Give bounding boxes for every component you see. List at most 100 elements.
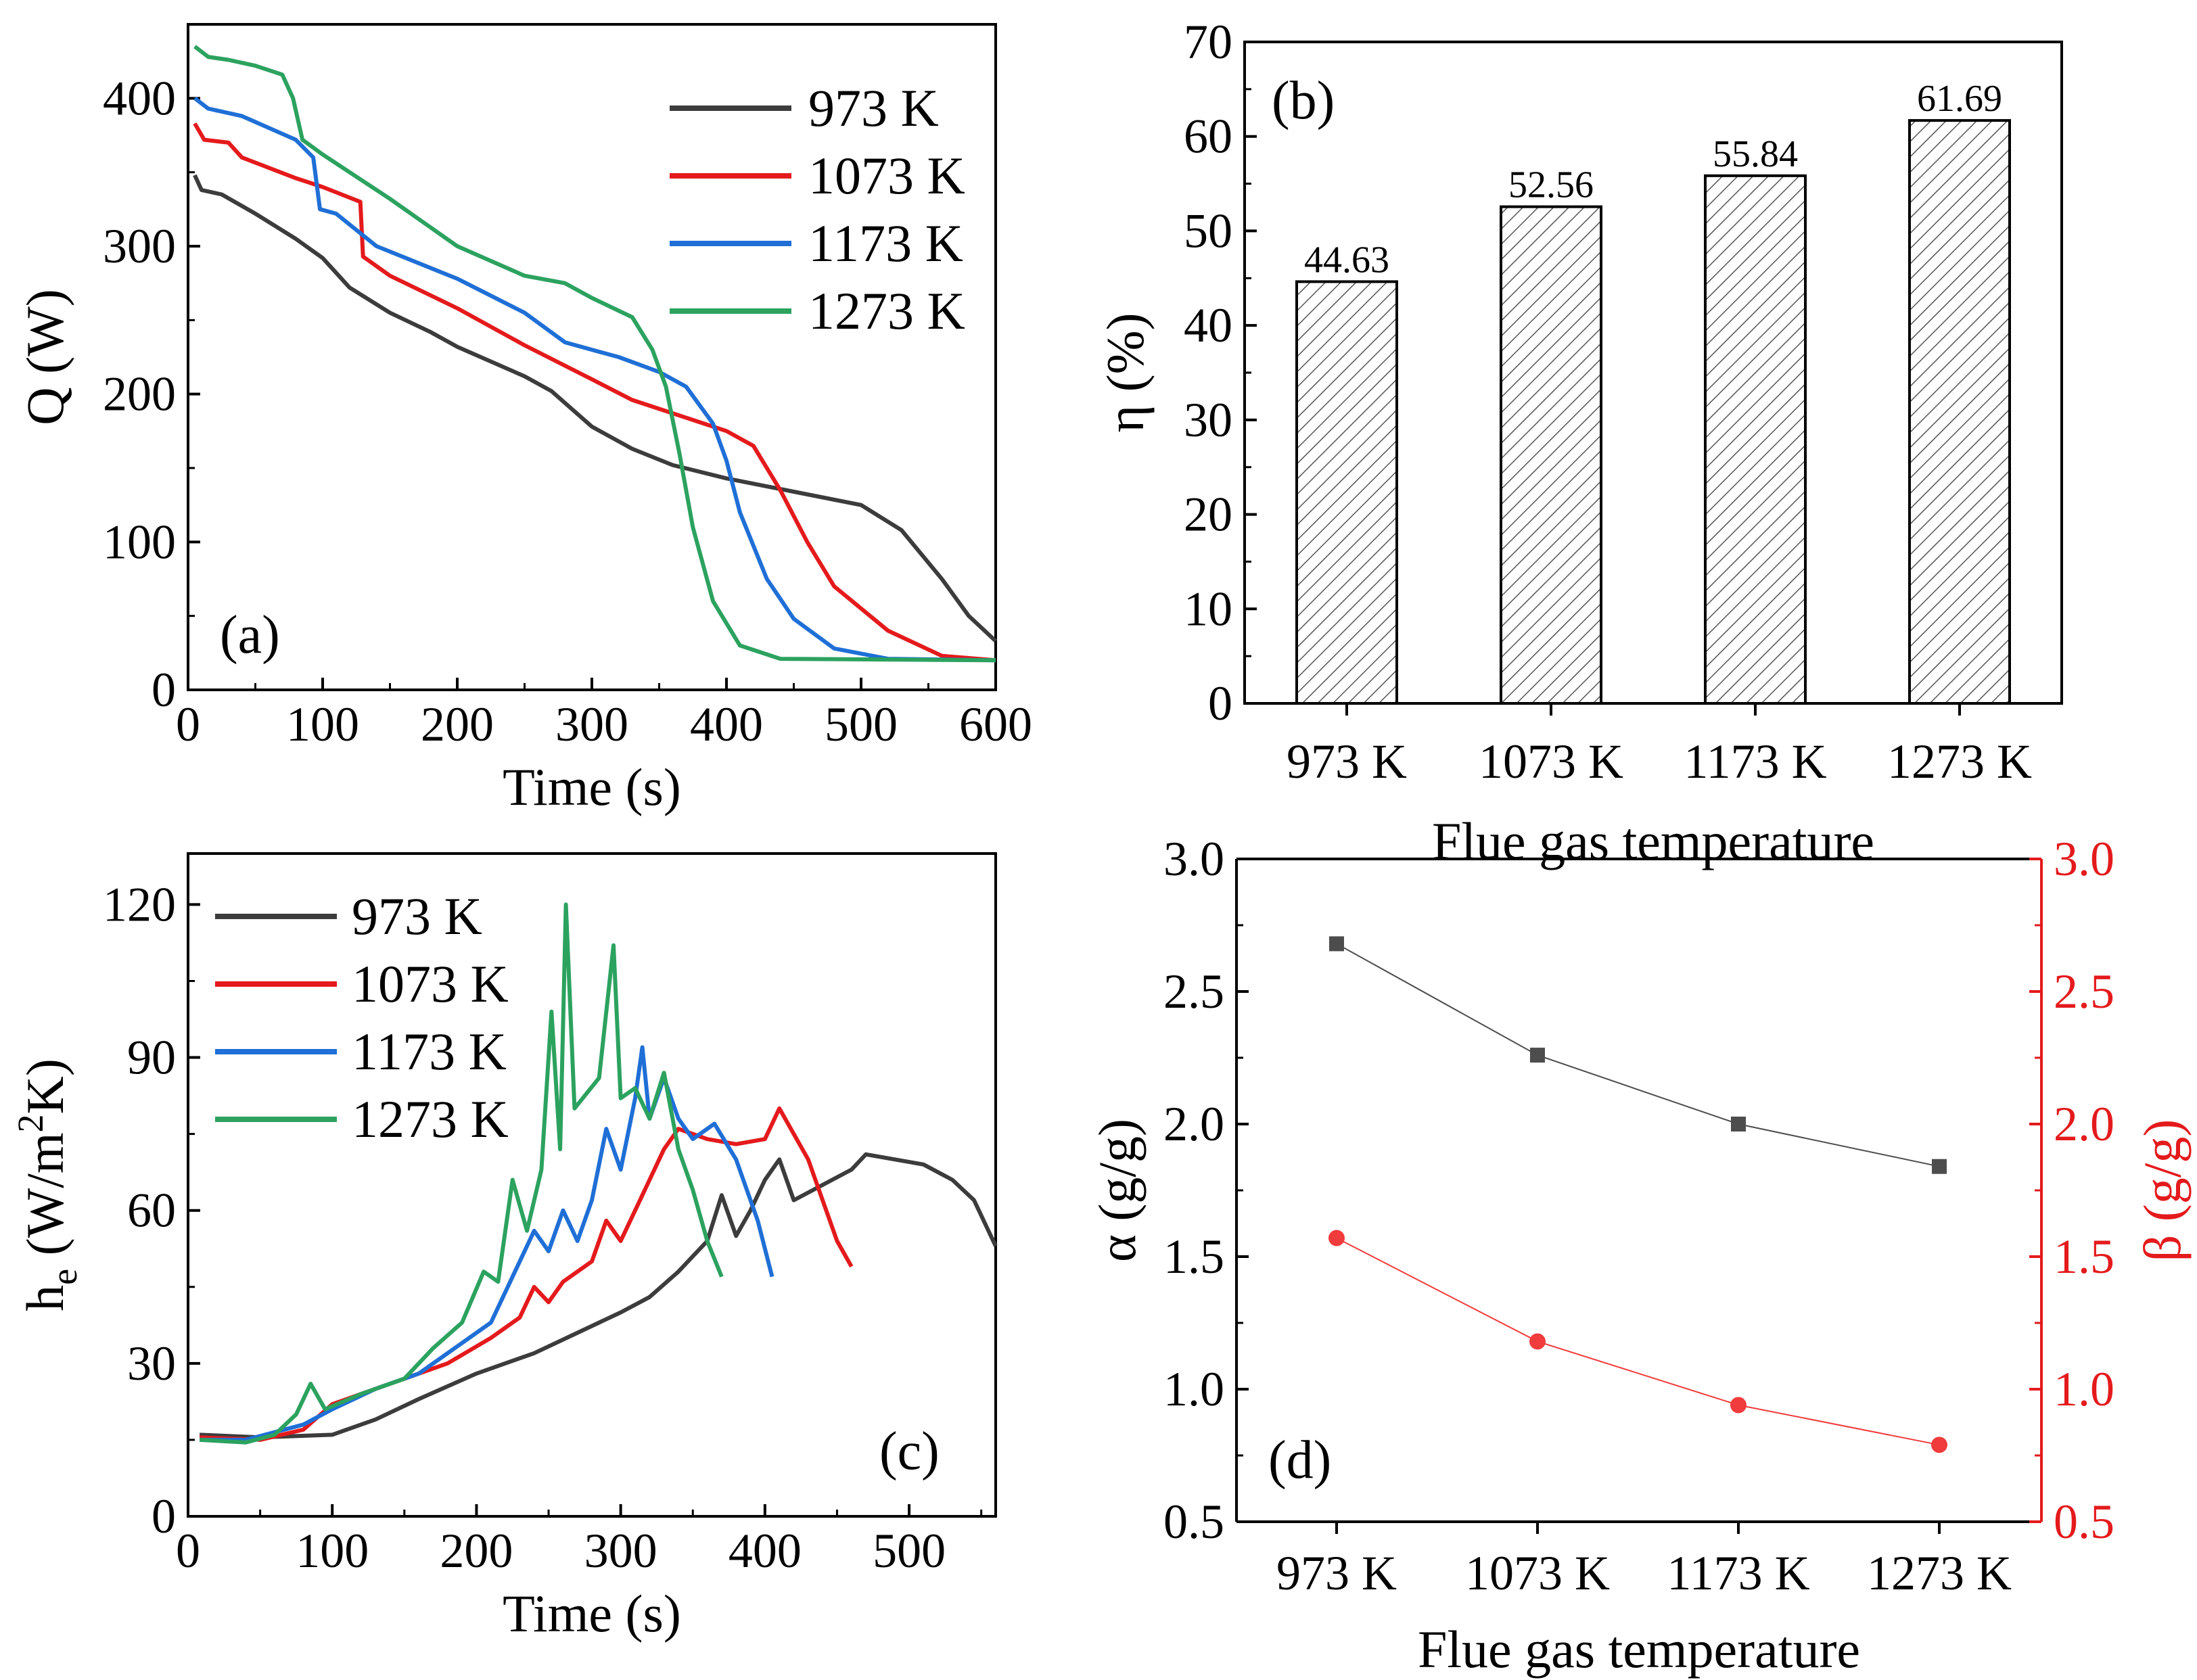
y-tick-label: 40 xyxy=(1184,298,1232,352)
y-axis-label: Q (W) xyxy=(16,289,74,425)
panel-label: (b) xyxy=(1272,71,1335,131)
bar-1073k xyxy=(1500,205,1602,705)
x-tick-label: 500 xyxy=(873,1524,946,1578)
x-axis-label: Time (s) xyxy=(503,1584,681,1643)
legend-label: 1073 K xyxy=(808,146,965,205)
legend-label: 1273 K xyxy=(352,1090,509,1148)
x-tick-label: 100 xyxy=(286,697,359,751)
bar-1273k xyxy=(1908,119,2011,705)
y-tick-label: 0 xyxy=(152,1489,176,1543)
series-line-1173k xyxy=(193,96,996,663)
y-axis-label: he (W/m2K) xyxy=(10,1058,85,1311)
y-right-axis-label: β (g/g) xyxy=(2133,1119,2192,1262)
y-tick-label: 200 xyxy=(103,367,176,421)
x-tick-label: 1273 K xyxy=(1867,1546,2012,1600)
x-tick-label: 973 K xyxy=(1276,1546,1397,1600)
x-tick-label: 100 xyxy=(296,1524,369,1578)
y-label-sub: e xyxy=(44,1269,85,1285)
x-axis-label: Time (s) xyxy=(503,757,681,816)
x-tick-label: 300 xyxy=(555,697,628,751)
y-tick-label: 60 xyxy=(1184,110,1232,164)
y-right-tick-label: 2.5 xyxy=(2054,964,2114,1019)
legend-label: 1073 K xyxy=(352,954,509,1013)
y-tick-label: 400 xyxy=(103,71,176,125)
y-right-tick-label: 0.5 xyxy=(2054,1495,2114,1549)
x-axis-label: Flue gas temperature xyxy=(1432,812,1874,870)
x-tick-label: 300 xyxy=(584,1524,657,1578)
bar-value-label: 61.69 xyxy=(1917,78,2002,120)
x-tick-label: 1273 K xyxy=(1887,734,2032,789)
panel-c-line-chart: 0 100 200 300 400 500 0 30 60 90 120 Time (s) he (W/… xyxy=(10,852,998,1643)
alpha-marker xyxy=(1932,1159,1947,1174)
bar-973k xyxy=(1295,280,1398,705)
y-tick-label: 100 xyxy=(103,515,176,569)
alpha-marker xyxy=(1329,936,1344,952)
series-line-alpha xyxy=(1336,943,1940,1167)
y-left-tick-label: 1.0 xyxy=(1163,1362,1224,1416)
plot-frame xyxy=(187,852,997,1518)
x-tick-label: 1173 K xyxy=(1667,1546,1809,1600)
y-tick-label: 90 xyxy=(127,1031,176,1085)
bar-value-label: 44.63 xyxy=(1304,239,1389,281)
legend-label: 1273 K xyxy=(808,281,965,340)
alpha-marker xyxy=(1731,1117,1746,1131)
legend-label: 973 K xyxy=(808,78,939,137)
series-line-1273k xyxy=(193,45,996,663)
y-right-tick-label: 2.0 xyxy=(2054,1097,2114,1151)
legend-label: 1173 K xyxy=(808,214,963,273)
y-left-axis-label: α (g/g) xyxy=(1088,1119,1147,1262)
x-axis-label: Flue gas temperature xyxy=(1418,1620,1860,1679)
panel-d-scatter-chart: 0.5 0.5 1.0 1.0 1.5 1.5 2.0 2.0 2.5 2.5 3.0 3.0 973 … xyxy=(1088,832,2192,1679)
y-tick-label: 30 xyxy=(1184,393,1232,447)
y-tick-label: 70 xyxy=(1184,15,1232,69)
beta-marker xyxy=(1328,1230,1345,1246)
alpha-marker xyxy=(1530,1048,1545,1063)
y-tick-label: 10 xyxy=(1184,582,1232,636)
panel-label: (a) xyxy=(220,605,280,665)
y-tick-label: 120 xyxy=(103,877,176,931)
y-tick-label: 60 xyxy=(127,1184,176,1238)
x-tick-label: 200 xyxy=(421,697,494,751)
y-label-unit-b: K) xyxy=(16,1058,74,1114)
series-line-1273k xyxy=(199,902,724,1445)
panel-label: (c) xyxy=(879,1422,940,1481)
legend-label: 973 K xyxy=(352,887,482,946)
y-left-tick-label: 2.5 xyxy=(1163,964,1224,1019)
y-right-tick-label: 1.5 xyxy=(2054,1230,2114,1284)
x-tick-label: 0 xyxy=(176,697,200,751)
y-left-tick-label: 3.0 xyxy=(1163,832,1224,886)
y-right-tick-label: 1.0 xyxy=(2054,1362,2114,1416)
x-tick-label: 0 xyxy=(176,1524,200,1578)
series-line-beta xyxy=(1336,1237,1940,1446)
y-label-unit-a: (W/m xyxy=(16,1132,74,1268)
y-tick-label: 50 xyxy=(1184,204,1232,258)
y-tick-label: 30 xyxy=(127,1336,176,1391)
x-tick-label: 1173 K xyxy=(1684,734,1826,789)
y-tick-label: 0 xyxy=(1208,676,1232,730)
bar-value-label: 55.84 xyxy=(1713,133,1798,175)
series-line-1073k xyxy=(193,122,996,663)
x-tick-label: 200 xyxy=(440,1524,513,1578)
y-axis-label: η (%) xyxy=(1096,312,1155,432)
x-tick-label: 400 xyxy=(729,1524,802,1578)
series-line-1073k xyxy=(199,1106,854,1442)
x-tick-label: 1073 K xyxy=(1465,1546,1610,1600)
y-tick-label: 0 xyxy=(152,663,176,717)
x-tick-label: 600 xyxy=(959,697,1032,751)
x-tick-label: 400 xyxy=(690,697,763,751)
x-tick-label: 1073 K xyxy=(1479,734,1623,789)
legend-label: 1173 K xyxy=(352,1022,507,1081)
y-tick-label: 20 xyxy=(1184,488,1232,542)
panel-b-bar-chart: 0 10 20 30 40 50 60 70 44.63 973 K 52.56 1073 K 55.8… xyxy=(1096,15,2063,870)
series-line-973k xyxy=(199,1152,998,1440)
panel-label: (d) xyxy=(1268,1430,1331,1490)
bar-1173k xyxy=(1704,174,1807,705)
series-line-973k xyxy=(193,174,998,643)
x-tick-label: 500 xyxy=(825,697,898,751)
beta-marker xyxy=(1931,1437,1947,1453)
y-left-tick-label: 0.5 xyxy=(1163,1495,1224,1549)
y-left-tick-label: 1.5 xyxy=(1163,1230,1224,1284)
y-tick-label: 300 xyxy=(103,219,176,273)
